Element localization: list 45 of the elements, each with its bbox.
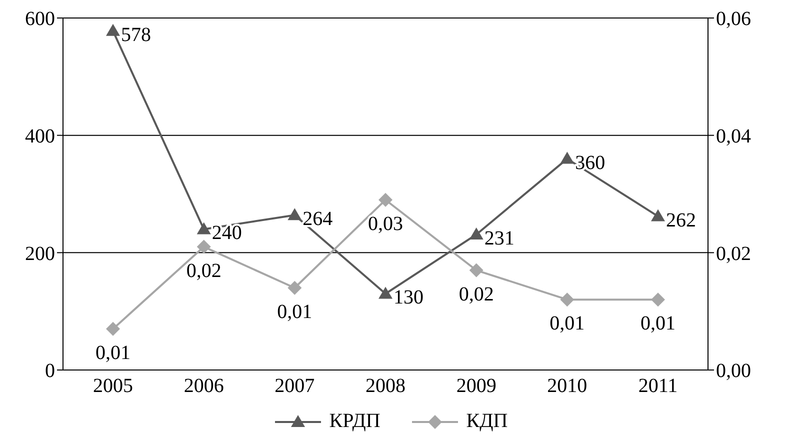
data-label: 360 [575, 152, 606, 174]
legend-label: КДП [465, 410, 508, 433]
y2-tick-label: 0,00 [716, 360, 751, 382]
data-label: 0,01 [277, 300, 312, 323]
point [106, 24, 120, 36]
data-label: 264 [302, 208, 333, 230]
data-label: 0,01 [550, 312, 585, 335]
data-label: 0,03 [368, 212, 403, 235]
data-label: 0,01 [96, 342, 130, 364]
point [651, 292, 665, 307]
x-tick-label: 2010 [547, 375, 588, 398]
data-label: 231 [484, 227, 514, 250]
data-label: 240 [212, 222, 242, 244]
point [469, 227, 484, 240]
point [378, 286, 392, 299]
point [560, 292, 574, 307]
y2-tick-label: 0,04 [716, 125, 751, 148]
point [378, 192, 392, 207]
point [560, 152, 574, 164]
y-tick-label: 200 [25, 242, 55, 265]
point [469, 263, 484, 278]
y2-tick-label: 0,06 [716, 8, 751, 30]
y-tick-label: 0 [45, 360, 55, 382]
point [288, 208, 302, 220]
y-tick-label: 400 [25, 125, 55, 148]
data-label: 0,02 [186, 260, 222, 282]
x-tick-label: 2008 [366, 375, 406, 398]
point [196, 222, 211, 234]
point [651, 209, 665, 222]
x-tick-label: 2011 [638, 375, 678, 398]
data-label: 130 [394, 286, 424, 309]
data-label: 0,01 [640, 312, 676, 335]
x-tick-label: 2006 [184, 375, 224, 398]
x-tick-label: 2009 [456, 375, 496, 398]
point [288, 280, 302, 295]
x-tick-label: 2005 [93, 375, 133, 398]
y2-tick-label: 0,02 [716, 242, 751, 265]
data-label: 262 [666, 209, 696, 232]
point [106, 322, 120, 336]
data-label: 578 [121, 24, 151, 46]
point [196, 240, 211, 254]
legend-label: КРДП [328, 410, 380, 433]
x-tick-label: 2007 [274, 375, 315, 398]
data-label: 0,02 [458, 283, 494, 306]
y-tick-label: 600 [25, 8, 55, 30]
